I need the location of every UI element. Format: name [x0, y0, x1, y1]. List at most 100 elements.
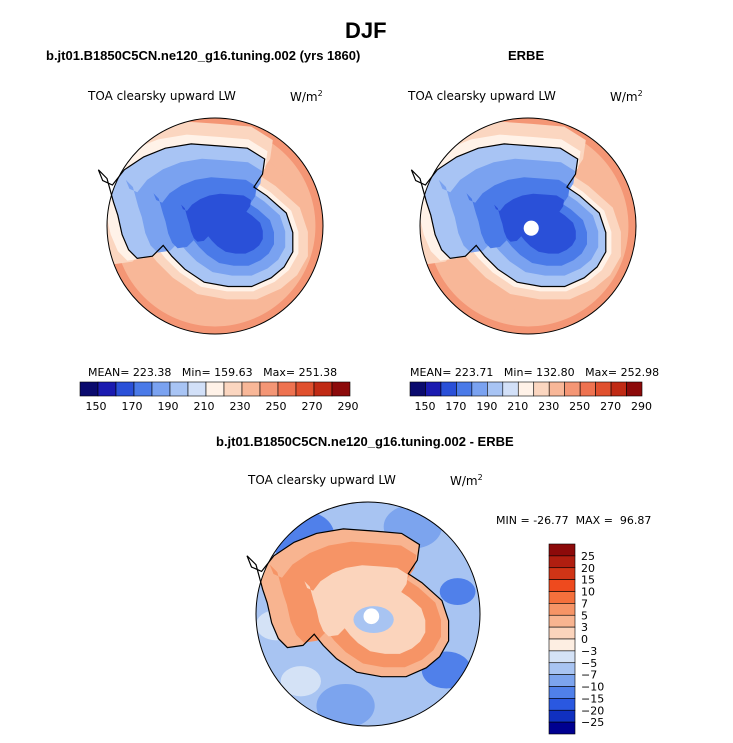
colorbar-tick-label: 170 — [445, 400, 466, 413]
colorbar-swatch — [564, 381, 581, 397]
colorbar-tick-label: 250 — [569, 400, 590, 413]
colorbar-swatch — [548, 543, 576, 557]
left-variable-label: TOA clearsky upward LW — [88, 89, 236, 103]
colorbar-tick-label: 170 — [122, 400, 143, 413]
map-border — [419, 117, 637, 335]
colorbar-tick-label: 190 — [158, 400, 179, 413]
colorbar-swatch — [79, 381, 99, 397]
colorbar-tick-label: −7 — [581, 669, 597, 682]
colorbar-swatch — [471, 381, 488, 397]
colorbar-swatch — [259, 381, 279, 397]
colorbar-tick-label: 150 — [415, 400, 436, 413]
colorbar-tick-label: 0 — [581, 633, 588, 646]
map-border — [255, 501, 481, 727]
left-units-label: W/m2 — [290, 89, 323, 104]
colorbar-swatch — [579, 381, 596, 397]
colorbar-swatch — [331, 381, 351, 397]
left-stats: MEAN= 223.38 Min= 159.63 Max= 251.38 — [88, 366, 338, 379]
colorbar-swatch — [548, 579, 576, 592]
colorbar-swatch — [169, 381, 189, 397]
colorbar-swatch — [223, 381, 243, 397]
colorbar-tick-label: −20 — [581, 704, 604, 717]
colorbar-swatch — [548, 662, 576, 675]
colorbar-swatch — [425, 381, 442, 397]
colorbar-swatch — [548, 721, 576, 735]
colorbar-swatch — [487, 381, 504, 397]
colorbar-swatch — [133, 381, 153, 397]
colorbar-swatch — [610, 381, 627, 397]
colorbar-tick-label: 250 — [266, 400, 287, 413]
colorbar-swatch — [409, 381, 426, 397]
colorbar-swatch — [97, 381, 117, 397]
colorbar-obs: 150 170 190 210 230 250 270 290 — [409, 381, 652, 413]
colorbar-tick-label: 290 — [338, 400, 359, 413]
colorbar-tick-label: 150 — [86, 400, 107, 413]
ocean-anomaly-patch — [316, 684, 375, 726]
ocean-anomaly-patch — [439, 578, 476, 606]
right-units-label: W/m2 — [610, 89, 643, 104]
figure-title: DJF — [345, 18, 387, 43]
map-border — [106, 117, 324, 335]
pole-hole — [523, 220, 539, 236]
colorbar-tick-label: 5 — [581, 609, 588, 622]
ocean-anomaly-patch — [280, 666, 321, 697]
colorbar-model: 150 170 190 210 230 250 270 290 — [79, 381, 359, 413]
colorbar-swatch — [277, 381, 297, 397]
colorbar-swatch — [456, 381, 473, 397]
colorbar-swatch — [548, 555, 576, 569]
colorbar-tick-label: 230 — [538, 400, 559, 413]
colorbar-tick-label: −5 — [581, 657, 597, 670]
right-stats: MEAN= 223.71 Min= 132.80 Max= 252.98 — [410, 366, 660, 379]
colorbar-swatch — [595, 381, 612, 397]
colorbar-swatch — [548, 698, 576, 711]
colorbar-tick-label: 270 — [302, 400, 323, 413]
bottom-units-label: W/m2 — [450, 473, 483, 488]
colorbar-swatch — [151, 381, 171, 397]
colorbar-swatch — [548, 709, 576, 723]
right-variable-label: TOA clearsky upward LW — [408, 89, 556, 103]
colorbar-tick-label: 15 — [581, 574, 595, 587]
colorbar-tick-label: 7 — [581, 597, 588, 610]
colorbar-swatch — [548, 674, 576, 687]
bottom-panel-title: b.jt01.B1850C5CN.ne120_g16.tuning.002 - … — [216, 434, 514, 449]
colorbar-swatch — [115, 381, 135, 397]
pole-hole — [363, 608, 380, 625]
colorbar-swatch — [440, 381, 457, 397]
right-panel-title: ERBE — [508, 48, 545, 63]
coastline — [97, 143, 294, 288]
colorbar-swatch — [517, 381, 535, 397]
colorbar-swatch — [548, 381, 565, 397]
map-obs — [410, 117, 637, 335]
colorbar-tick-label: 190 — [476, 400, 497, 413]
coastline — [246, 528, 450, 678]
colorbar-swatch — [313, 381, 333, 397]
colorbar-swatch — [205, 381, 225, 397]
colorbar-tick-label: −10 — [581, 681, 604, 694]
coastline — [410, 143, 607, 288]
bottom-stats: MIN = -26.77 MAX = 96.87 — [496, 514, 652, 527]
colorbar-swatch — [241, 381, 261, 397]
colorbar-tick-label: 10 — [581, 586, 595, 599]
colorbar-tick-label: 210 — [194, 400, 215, 413]
colorbar-swatch — [548, 591, 576, 604]
colorbar-tick-label: 230 — [230, 400, 251, 413]
colorbar-tick-label: 270 — [600, 400, 621, 413]
colorbar-tick-label: 25 — [581, 550, 595, 563]
colorbar-tick-label: −15 — [581, 692, 604, 705]
colorbar-swatch — [502, 381, 519, 397]
colorbar-swatch — [548, 603, 576, 616]
colorbar-tick-label: 210 — [507, 400, 528, 413]
left-panel-title: b.jt01.B1850C5CN.ne120_g16.tuning.002 (y… — [46, 48, 361, 63]
colorbar-swatch — [548, 650, 576, 664]
colorbar-swatch — [548, 638, 576, 652]
colorbar-tick-label: 20 — [581, 562, 595, 575]
colorbar-swatch — [533, 381, 550, 397]
colorbar-swatch — [295, 381, 315, 397]
colorbar-tick-label: −25 — [581, 716, 604, 729]
colorbar-swatch — [548, 686, 576, 699]
map-difference — [246, 501, 481, 727]
colorbar-swatch — [548, 626, 576, 640]
colorbar-swatch — [548, 567, 576, 580]
